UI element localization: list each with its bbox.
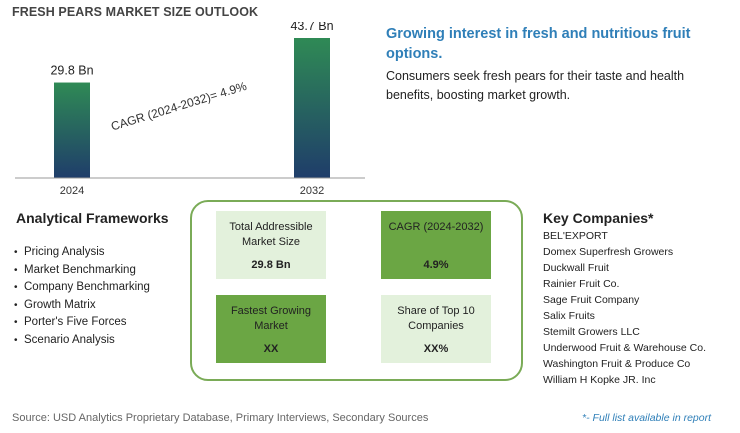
cagr-annotation: CAGR (2024-2032)= 4.9%	[109, 79, 248, 134]
company-item: BEL'EXPORT	[543, 230, 608, 242]
cagr-card: CAGR (2024-2032) 4.9%	[381, 211, 491, 279]
data-label-2024: 29.8 Bn	[50, 64, 93, 78]
company-item: Washington Fruit & Produce Co	[543, 358, 691, 370]
market-size-chart: 29.8 Bn 2024 43.7 Bn 2032 CAGR (2024-2032)=…	[15, 22, 365, 197]
x-tick-2024: 2024	[60, 185, 84, 197]
framework-item: Growth Matrix	[14, 297, 150, 315]
company-item: Duckwall Fruit	[543, 262, 609, 274]
description: Consumers seek fresh pears for their tas…	[386, 69, 685, 102]
company-item: Rainier Fruit Co.	[543, 278, 620, 290]
bar-2024	[54, 82, 90, 178]
company-item: William H Kopke JR. Inc	[543, 374, 656, 386]
companies-title: Key Companies*	[543, 210, 654, 226]
company-item: Salix Fruits	[543, 310, 595, 322]
framework-item: Market Benchmarking	[14, 262, 150, 280]
metrics-panel	[190, 200, 523, 381]
headline: Growing interest in fresh and nutritious…	[386, 26, 691, 62]
framework-item: Scenario Analysis	[14, 332, 150, 350]
frameworks-list: Pricing Analysis Market Benchmarking Com…	[14, 244, 150, 349]
frameworks-title: Analytical Frameworks	[16, 210, 169, 226]
top10-share-value: XX%	[423, 343, 449, 355]
cagr-value: 4.9%	[423, 259, 449, 271]
framework-item: Pricing Analysis	[14, 244, 150, 262]
company-item: Sage Fruit Company	[543, 294, 640, 306]
company-item: Domex Superfresh Growers	[543, 246, 674, 258]
full-list-note: *- Full list available in report	[582, 412, 711, 424]
tam-value: 29.8 Bn	[251, 259, 291, 271]
tam-card: Total Addressible Market Size 29.8 Bn	[216, 211, 326, 279]
companies-list: BEL'EXPORT Domex Superfresh Growers Duck…	[543, 228, 706, 388]
x-tick-2032: 2032	[300, 185, 324, 197]
framework-item: Porter's Five Forces	[14, 314, 150, 332]
fastest-market-card: Fastest Growing Market XX	[216, 295, 326, 363]
company-item: Stemilt Growers LLC	[543, 326, 640, 338]
cagr-label: CAGR (2024-2032)	[388, 221, 484, 233]
page-title: FRESH PEARS MARKET SIZE OUTLOOK	[12, 5, 259, 19]
top10-share-card: Share of Top 10 Companies XX%	[381, 295, 491, 363]
top10-share-label: Share of Top 10 Companies	[397, 305, 475, 332]
source-note: Source: USD Analytics Proprietary Databa…	[12, 412, 429, 424]
bar-2032	[294, 38, 330, 178]
framework-item: Company Benchmarking	[14, 279, 150, 297]
tam-label: Total Addressible Market Size	[229, 221, 313, 248]
company-item: Underwood Fruit & Warehouse Co.	[543, 342, 707, 354]
fastest-market-label: Fastest Growing Market	[230, 305, 312, 332]
fastest-market-value: XX	[263, 343, 279, 355]
data-label-2032: 43.7 Bn	[290, 22, 333, 33]
